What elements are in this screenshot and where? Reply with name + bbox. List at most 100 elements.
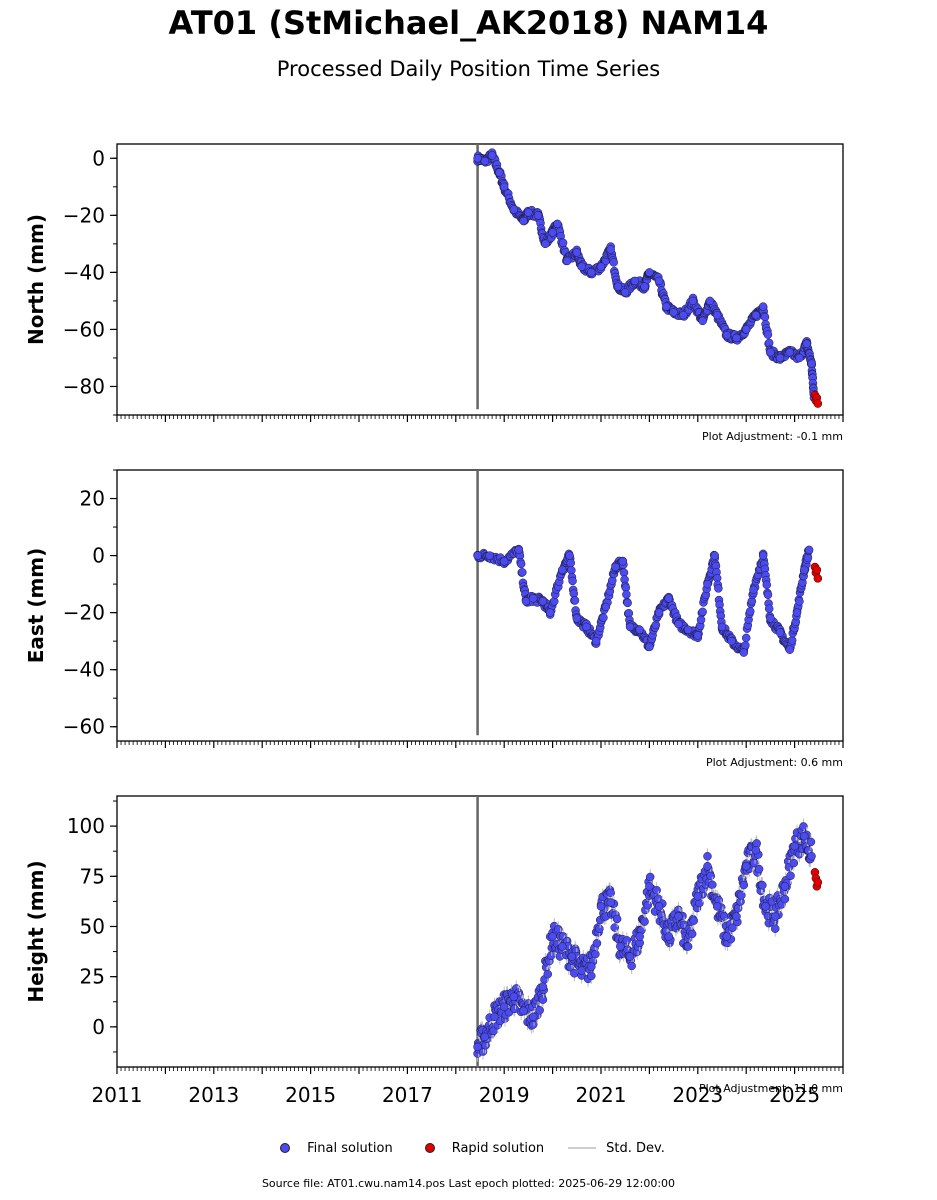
final-point — [565, 551, 574, 560]
final-point — [662, 302, 671, 311]
final-point — [770, 924, 780, 933]
final-point — [645, 872, 655, 882]
final-point — [741, 862, 751, 871]
final-point — [664, 932, 674, 941]
final-point — [601, 602, 611, 612]
final-point — [606, 898, 615, 907]
x-tick-label: 2021 — [576, 1083, 627, 1107]
final-point — [562, 256, 572, 266]
final-point — [789, 858, 799, 868]
final-point — [802, 339, 811, 348]
final-point — [635, 625, 644, 634]
legend: Final solution Rapid solution Std. Dev. — [0, 1138, 937, 1158]
final-point — [762, 580, 772, 590]
final-point — [519, 216, 528, 226]
final-point — [807, 851, 816, 861]
y-axis-label: North (mm) — [24, 214, 48, 345]
final-point — [683, 625, 693, 634]
y-tick-label: −80 — [63, 374, 105, 398]
final-point — [543, 969, 553, 979]
final-point — [689, 916, 699, 925]
x-tick-label: 2025 — [769, 1083, 820, 1107]
final-point — [549, 597, 559, 606]
final-point — [693, 892, 703, 901]
plot-adjustment-label: Plot Adjustment: -0.1 mm — [702, 430, 843, 443]
final-point — [509, 992, 519, 1001]
final-point — [652, 886, 661, 895]
final-point — [613, 282, 623, 291]
final-point — [708, 880, 717, 890]
final-point — [622, 936, 632, 945]
final-point — [770, 912, 780, 921]
final-point — [519, 1006, 528, 1016]
final-point — [780, 894, 790, 904]
final-point — [674, 912, 683, 921]
final-point — [751, 845, 761, 855]
final-point — [640, 282, 649, 291]
final-point — [538, 995, 548, 1004]
final-point — [622, 590, 631, 599]
final-point — [703, 852, 712, 861]
final-point — [591, 949, 600, 959]
final-point — [582, 622, 591, 632]
final-point — [722, 330, 732, 340]
final-point — [679, 310, 688, 320]
final-point — [490, 1012, 499, 1022]
final-point — [567, 952, 577, 961]
final-point — [806, 837, 816, 847]
legend-final-label: Final solution — [307, 1140, 393, 1156]
final-point — [596, 262, 606, 271]
final-point — [664, 594, 674, 603]
final-point — [728, 923, 737, 933]
final-point — [587, 962, 596, 971]
final-point — [566, 558, 575, 568]
y-tick-label: 0 — [92, 544, 105, 568]
rapid-point — [813, 878, 823, 887]
final-point — [538, 596, 548, 606]
final-point — [524, 208, 533, 217]
final-point — [645, 642, 654, 652]
final-point — [688, 296, 698, 306]
final-point — [732, 333, 741, 343]
final-point — [763, 590, 773, 600]
legend-std-label: Std. Dev. — [606, 1140, 665, 1156]
final-point — [606, 245, 615, 254]
final-point — [799, 822, 808, 831]
y-tick-label: 50 — [80, 914, 105, 938]
final-point — [790, 841, 799, 851]
x-tick-label: 2017 — [382, 1083, 433, 1107]
y-tick-label: −60 — [63, 715, 105, 739]
y-axis-label: Height (mm) — [24, 860, 48, 1002]
final-point — [761, 902, 770, 911]
final-point — [758, 880, 767, 890]
final-point — [609, 258, 618, 267]
final-point — [760, 312, 770, 322]
final-point — [749, 585, 758, 595]
axes-frame-1 — [116, 143, 844, 416]
final-point — [727, 636, 736, 646]
legend-final: Final solution — [272, 1141, 393, 1156]
final-point — [577, 262, 586, 271]
final-point — [587, 971, 596, 981]
final-point — [800, 831, 809, 841]
final-point — [645, 268, 654, 277]
final-point — [514, 545, 523, 555]
final-point — [804, 545, 814, 555]
final-point — [596, 902, 606, 911]
final-point — [706, 871, 715, 881]
std-line-icon — [568, 1147, 597, 1149]
final-point — [553, 219, 562, 229]
final-point — [785, 645, 795, 654]
axes-frame-2 — [116, 469, 844, 742]
final-point — [516, 559, 526, 569]
final-point — [473, 1042, 482, 1052]
final-point — [611, 562, 620, 572]
final-point — [591, 636, 601, 646]
final-point — [763, 330, 773, 339]
final-point — [737, 891, 746, 900]
y-tick-label: −20 — [63, 203, 105, 227]
x-tick-label: 2015 — [285, 1083, 336, 1107]
final-point — [800, 565, 809, 575]
final-point — [616, 942, 625, 951]
final-point — [548, 228, 557, 237]
